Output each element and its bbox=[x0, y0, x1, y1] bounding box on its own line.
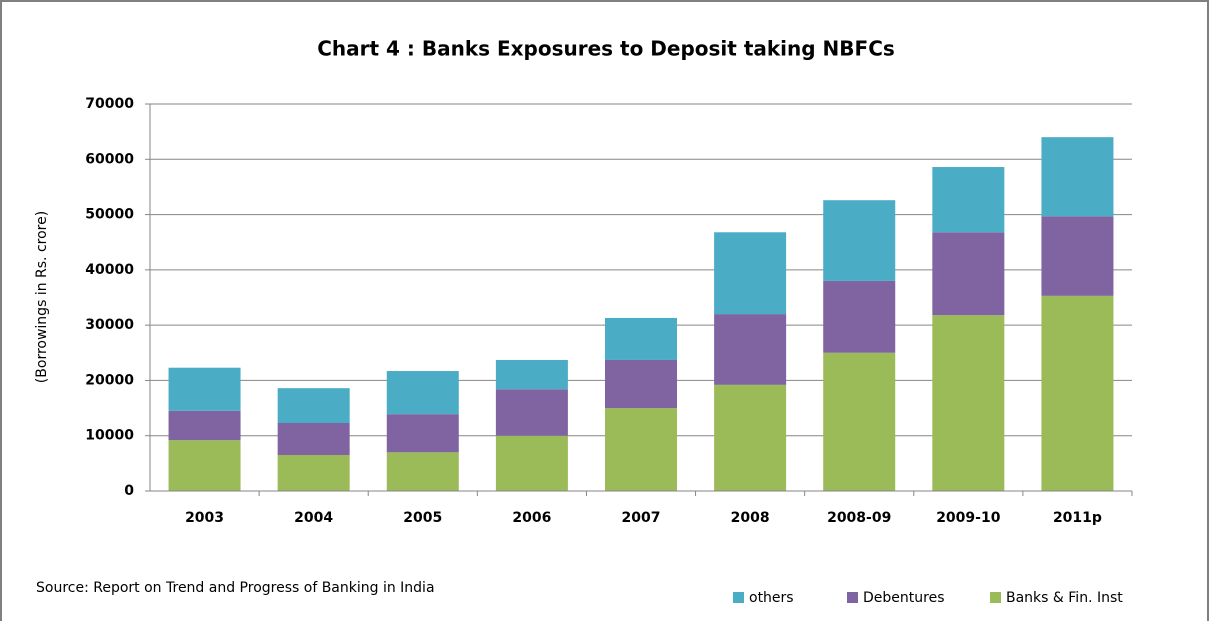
bar-segment bbox=[604, 317, 678, 360]
bar-segment bbox=[714, 384, 787, 491]
bar-segment bbox=[604, 359, 678, 409]
bar-segment bbox=[932, 315, 1005, 491]
bar-segment bbox=[823, 280, 896, 353]
bar-segment bbox=[386, 414, 459, 453]
y-axis-label: (Borrowings in Rs. crore) bbox=[34, 211, 50, 383]
bar-segment bbox=[714, 232, 787, 315]
bar-segment bbox=[823, 352, 896, 491]
bar-segment bbox=[386, 371, 459, 415]
legend-swatch bbox=[990, 592, 1001, 603]
bar-segment bbox=[495, 435, 568, 491]
x-tick-label: 2008-09 bbox=[827, 510, 891, 526]
legend-swatch bbox=[847, 592, 858, 603]
bar-segment bbox=[714, 314, 787, 385]
legend-label: others bbox=[749, 590, 794, 606]
y-tick-label: 70000 bbox=[85, 96, 134, 112]
x-tick-label: 2011p bbox=[1053, 510, 1102, 526]
bar-segment bbox=[277, 388, 350, 423]
bar-segment bbox=[277, 455, 350, 491]
bar-segment bbox=[168, 410, 241, 441]
chart-title: Chart 4 : Banks Exposures to Deposit tak… bbox=[317, 37, 895, 61]
y-tick-label: 50000 bbox=[85, 207, 134, 223]
bar-segment bbox=[495, 389, 568, 436]
bar-segment bbox=[932, 167, 1005, 233]
x-tick-label: 2003 bbox=[185, 510, 224, 526]
bar-segment bbox=[604, 408, 678, 491]
x-tick-label: 2007 bbox=[622, 510, 661, 526]
bar-segment bbox=[168, 440, 241, 491]
bar-segment bbox=[168, 367, 241, 411]
bar-segment bbox=[1041, 137, 1114, 217]
legend-swatch bbox=[733, 592, 744, 603]
bar-segment bbox=[386, 452, 459, 491]
source-note: Source: Report on Trend and Progress of … bbox=[36, 580, 435, 596]
x-tick-label: 2004 bbox=[294, 510, 333, 526]
legend-label: Debentures bbox=[863, 590, 944, 606]
y-tick-label: 40000 bbox=[85, 262, 134, 278]
y-tick-label: 30000 bbox=[85, 317, 134, 333]
x-tick-label: 2005 bbox=[403, 510, 442, 526]
x-tick-label: 2008 bbox=[731, 510, 770, 526]
bar-segment bbox=[1041, 295, 1114, 491]
bar-segment bbox=[277, 422, 350, 456]
y-tick-label: 20000 bbox=[85, 372, 134, 388]
y-tick-label: 0 bbox=[124, 483, 134, 499]
bar-segment bbox=[495, 359, 568, 390]
bar-segment bbox=[823, 200, 896, 281]
x-tick-label: 2006 bbox=[512, 510, 551, 526]
x-tick-label: 2009-10 bbox=[936, 510, 1001, 526]
y-tick-label: 60000 bbox=[85, 151, 134, 167]
legend-label: Banks & Fin. Inst bbox=[1006, 590, 1123, 606]
y-tick-label: 10000 bbox=[85, 428, 134, 444]
bar-segment bbox=[932, 232, 1005, 316]
bar-segment bbox=[1041, 216, 1114, 296]
